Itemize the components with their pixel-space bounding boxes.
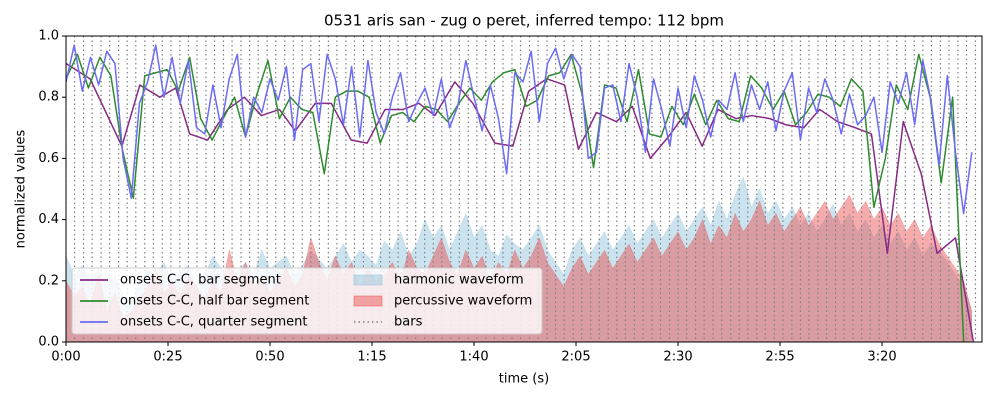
y-tick-label: 1.0: [38, 29, 59, 44]
x-tick-label: 1:15: [357, 350, 386, 365]
legend-swatch: [353, 274, 383, 286]
x-tick-label: 1:40: [459, 350, 488, 365]
plot-frame: [65, 35, 983, 343]
x-axis-label: time (s): [499, 372, 549, 387]
legend-box: [71, 267, 543, 335]
onset-line: [66, 44, 973, 215]
y-tick-label: 0.8: [38, 90, 59, 105]
onset-line: [66, 53, 965, 342]
x-tick-label: 2:05: [561, 350, 590, 365]
legend-label: onsets C-C, bar segment: [120, 273, 281, 288]
x-tick-label: 0:50: [255, 350, 284, 365]
chart-title: 0531 aris san - zug o peret, inferred te…: [324, 12, 724, 30]
x-tick-label: 2:30: [663, 350, 692, 365]
y-tick-label: 0.2: [38, 273, 59, 288]
legend-label: percussive waveform: [394, 294, 532, 309]
legend-label: onsets C-C, quarter segment: [120, 315, 307, 330]
legend-label: onsets C-C, half bar segment: [120, 294, 309, 309]
x-tick-label: 3:20: [867, 350, 896, 365]
legend-label: bars: [394, 315, 423, 330]
x-tick-label: 0:00: [51, 350, 80, 365]
legend-label: harmonic waveform: [394, 273, 524, 288]
x-tick-label: 0:25: [153, 350, 182, 365]
y-tick-label: 0.6: [38, 151, 59, 166]
y-axis-label: normalized values: [14, 129, 29, 248]
legend-swatch: [353, 295, 383, 307]
x-tick-label: 2:55: [765, 350, 794, 365]
y-tick-label: 0.0: [38, 335, 59, 350]
y-tick-label: 0.4: [38, 212, 59, 227]
